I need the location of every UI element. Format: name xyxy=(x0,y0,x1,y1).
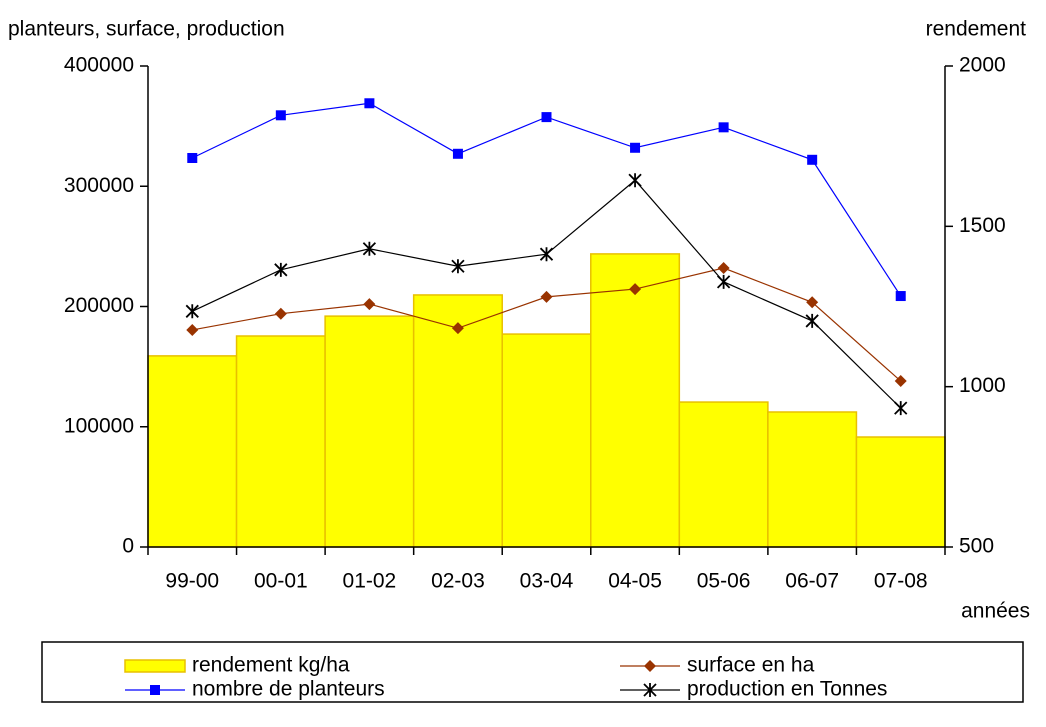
y2-axis-title: rendement xyxy=(926,18,1027,41)
x-tick-label: 02-03 xyxy=(431,570,485,593)
y2-tick-label: 2000 xyxy=(959,54,1006,77)
marker xyxy=(187,152,198,163)
marker xyxy=(150,685,160,695)
marker xyxy=(644,660,656,672)
y2-tick-label: 500 xyxy=(959,535,994,558)
marker xyxy=(362,241,377,256)
marker xyxy=(895,291,906,302)
x-tick-label: 00-01 xyxy=(254,570,308,593)
x-tick-label: 03-04 xyxy=(520,570,574,593)
marker xyxy=(806,296,819,309)
marker xyxy=(274,262,288,277)
bar xyxy=(147,355,238,548)
legend-label: production en Tonnes xyxy=(687,678,887,701)
marker xyxy=(643,683,657,697)
y-tick-label: 100000 xyxy=(64,414,134,437)
marker xyxy=(452,148,463,159)
marker xyxy=(275,110,286,121)
marker xyxy=(541,112,552,123)
bar xyxy=(324,315,415,548)
marker xyxy=(629,283,642,296)
marker xyxy=(451,322,464,335)
bar xyxy=(678,401,769,548)
marker xyxy=(718,122,729,133)
bar xyxy=(855,436,946,548)
y-axis-title: planteurs, surface, production xyxy=(8,18,285,41)
marker xyxy=(628,173,642,188)
legend-label: rendement kg/ha xyxy=(192,654,350,677)
bar xyxy=(501,333,592,548)
bar xyxy=(590,253,681,548)
x-tick-label: 06-07 xyxy=(785,570,839,593)
marker xyxy=(894,375,907,388)
x-tick-label: 04-05 xyxy=(608,570,662,593)
marker xyxy=(451,259,465,274)
legend-label: surface en ha xyxy=(687,654,815,677)
marker xyxy=(894,401,908,416)
line xyxy=(192,102,902,297)
y-tick-label: 300000 xyxy=(64,174,134,197)
y-tick-label: 0 xyxy=(122,535,134,558)
marker xyxy=(363,298,376,311)
marker xyxy=(274,307,287,320)
marker xyxy=(185,304,199,319)
legend-label: nombre de planteurs xyxy=(192,678,385,701)
legend-box xyxy=(41,641,1024,703)
marker xyxy=(717,262,730,275)
y2-tick-label: 1000 xyxy=(959,374,1006,397)
x-tick-label: 99-00 xyxy=(165,570,219,593)
marker xyxy=(540,290,553,303)
marker xyxy=(364,98,375,109)
marker xyxy=(807,154,818,165)
bar xyxy=(767,411,858,548)
marker xyxy=(630,142,641,153)
y-tick-label: 400000 xyxy=(64,54,134,77)
legend-swatch xyxy=(124,659,186,673)
bar xyxy=(235,335,326,548)
x-tick-label: 05-06 xyxy=(697,570,751,593)
marker xyxy=(539,247,554,262)
marker xyxy=(186,323,199,336)
marker xyxy=(716,274,731,289)
x-axis-title: années xyxy=(961,600,1030,623)
x-tick-label: 01-02 xyxy=(343,570,397,593)
y-tick-label: 200000 xyxy=(64,294,134,317)
y2-tick-label: 1500 xyxy=(959,214,1006,237)
x-tick-label: 07-08 xyxy=(874,570,928,593)
marker xyxy=(805,313,819,328)
